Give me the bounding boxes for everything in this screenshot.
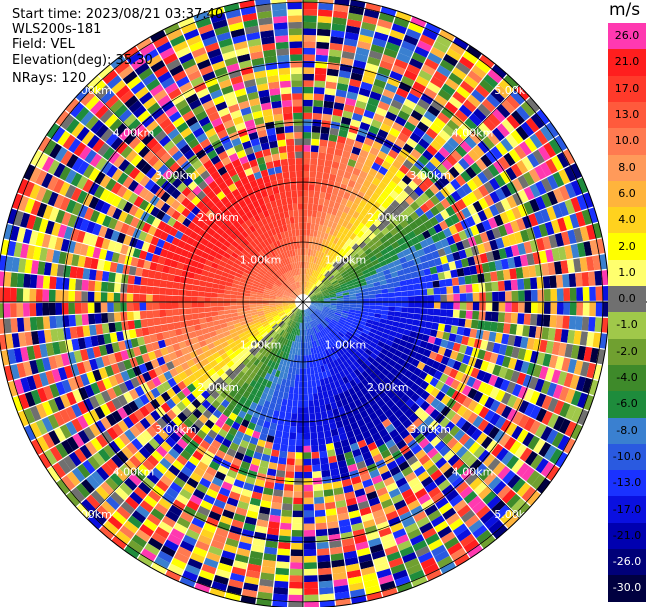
colorbar-cell: 1.0 xyxy=(608,259,646,287)
colorbar-cell: 8.0 xyxy=(608,154,646,182)
ring-label: 4.00km xyxy=(452,466,494,479)
colorbar-unit: m/s xyxy=(609,0,641,20)
colorbar-cell: 21.0 xyxy=(608,49,646,77)
colorbar-cell: -30.0 xyxy=(608,575,646,603)
ring-label: 3.00km xyxy=(409,169,451,182)
colorbar-cell: -4.0 xyxy=(608,364,646,392)
colorbar-label: 2.0 xyxy=(618,239,636,253)
ring-label: 5.00km xyxy=(494,508,536,521)
colorbar-cell: 0.0 xyxy=(608,286,646,313)
instrument-label: WLS200s-181 xyxy=(12,22,102,37)
colorbar-cell: -8.0 xyxy=(608,417,646,445)
range-ring xyxy=(62,61,544,543)
velocity-gates xyxy=(0,0,609,607)
colorbar-cell: -1.0 xyxy=(608,312,646,340)
colorbar-cell: 10.0 xyxy=(608,128,646,156)
ring-label: 1.00km xyxy=(325,338,367,351)
ring-label: 2.00km xyxy=(197,381,239,394)
colorbar-label: -4.0 xyxy=(616,371,638,385)
colorbar-label: 8.0 xyxy=(618,160,636,174)
colorbar-label: -13.0 xyxy=(612,476,642,490)
ring-label: 4.00km xyxy=(113,466,155,479)
ring-label: 1.00km xyxy=(240,254,282,267)
ring-label: 3.00km xyxy=(409,423,451,436)
colorbar-cell: -21.0 xyxy=(608,522,646,550)
colorbar-label: 6.0 xyxy=(618,186,636,200)
colorbar-label: 1.0 xyxy=(618,265,636,279)
colorbar-cell: 2.0 xyxy=(608,233,646,261)
colorbar-cell: 4.0 xyxy=(608,207,646,235)
colorbar-cell: -26.0 xyxy=(608,549,646,576)
colorbar-cell: 26.0 xyxy=(608,23,646,50)
start-time-label: Start time: 2023/08/21 03:37:40 xyxy=(12,7,224,22)
colorbar-cell: -17.0 xyxy=(608,496,646,524)
colorbar-label: 10.0 xyxy=(614,134,640,148)
ring-label: 3.00km xyxy=(155,169,197,182)
ring-label: 5.00km xyxy=(70,508,112,521)
ring-label: 5.00km xyxy=(494,84,536,97)
ring-label: 2.00km xyxy=(367,211,409,224)
ring-label: 1.00km xyxy=(325,254,367,267)
elevation-label: Elevation(deg): 35.30 xyxy=(12,53,153,68)
colorbar-cell: -2.0 xyxy=(608,338,646,366)
colorbar-label: 0.0 xyxy=(618,292,636,306)
range-ring xyxy=(122,121,484,483)
colorbar-cell: -13.0 xyxy=(608,470,646,498)
ring-label: 2.00km xyxy=(197,211,239,224)
colorbar-label: 21.0 xyxy=(614,55,640,69)
ring-label: 1.00km xyxy=(240,338,282,351)
colorbar-cell: 13.0 xyxy=(608,101,646,129)
colorbar-label: -26.0 xyxy=(612,555,642,569)
field-label: Field: VEL xyxy=(12,37,75,52)
colorbar-label: 26.0 xyxy=(614,29,640,43)
colorbar-label: -1.0 xyxy=(616,318,638,332)
colorbar-label: -2.0 xyxy=(616,344,638,358)
diagonal-line xyxy=(86,85,520,519)
colorbar-label: -10.0 xyxy=(612,449,642,463)
colorbar-label: 13.0 xyxy=(614,108,640,122)
range-ring xyxy=(182,181,424,423)
colorbar-cell: 6.0 xyxy=(608,180,646,208)
colorbar-label: 4.0 xyxy=(618,213,636,227)
colorbar-cell: -6.0 xyxy=(608,391,646,419)
colorbar-cell: 17.0 xyxy=(608,75,646,103)
colorbar-label: -8.0 xyxy=(616,423,638,437)
ring-label: 2.00km xyxy=(367,381,409,394)
ring-label: 4.00km xyxy=(113,126,155,139)
ring-label: 3.00km xyxy=(155,423,197,436)
range-ring xyxy=(242,241,364,363)
nrays-label: NRays: 120 xyxy=(12,71,87,86)
colorbar-label: 17.0 xyxy=(614,81,640,95)
range-ring xyxy=(2,1,604,603)
ring-label: 5.00km xyxy=(70,84,112,97)
colorbar-cell: -10.0 xyxy=(608,443,646,471)
colorbar-label: -6.0 xyxy=(616,397,638,411)
colorbar-label: -17.0 xyxy=(612,502,642,516)
colorbar-label: -30.0 xyxy=(612,581,642,595)
colorbar-label: -21.0 xyxy=(612,528,642,542)
ring-label: 4.00km xyxy=(452,126,494,139)
